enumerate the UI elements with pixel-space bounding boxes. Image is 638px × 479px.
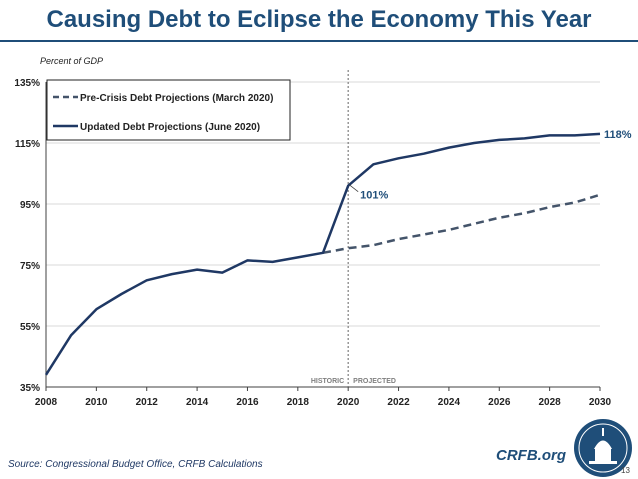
y-tick-label: 75%	[20, 261, 40, 272]
x-tick-label: 2008	[35, 397, 58, 408]
legend-box	[46, 79, 291, 141]
capitol-seal-icon	[574, 419, 632, 477]
x-tick-label: 2012	[136, 397, 159, 408]
x-tick-label: 2030	[589, 397, 612, 408]
brand-link[interactable]: CRFB.org	[496, 447, 566, 464]
slide-title: Causing Debt to Eclipse the Economy This…	[46, 6, 592, 33]
source-note: Source: Congressional Budget Office, CRF…	[8, 459, 263, 470]
x-tick-label: 2022	[387, 397, 410, 408]
title-divider	[0, 40, 638, 42]
axes: 35% 55% 75% 95% 115% 135% 2008 2010 2012 2014 2016…	[14, 78, 611, 408]
y-axis-label: Percent of GDP	[40, 56, 103, 66]
annotation-label: 101%	[360, 190, 388, 202]
chart-legend: Pre-Crisis Debt Projections (March 2020)…	[46, 79, 291, 141]
x-tick-label: 2016	[236, 397, 259, 408]
historic-label: HISTORIC	[311, 378, 344, 385]
x-tick-label: 2010	[85, 397, 108, 408]
value-annotations: 101% 118%	[348, 129, 632, 202]
x-tick-label: 2026	[488, 397, 511, 408]
y-tick-label: 35%	[20, 383, 40, 394]
historic-projected-divider: HISTORIC PROJECTED	[311, 70, 396, 387]
x-tick-label: 2020	[337, 397, 360, 408]
grid-lines	[46, 81, 600, 327]
x-tick-label: 2024	[438, 397, 461, 408]
x-tick-label: 2028	[539, 397, 562, 408]
y-tick-label: 115%	[15, 139, 40, 150]
series-lines	[44, 132, 601, 376]
y-tick-label: 95%	[20, 200, 40, 211]
page-number: 13	[621, 466, 630, 475]
legend-label-updated: Updated Debt Projections (June 2020)	[80, 122, 260, 133]
x-tick-label: 2014	[186, 397, 209, 408]
projected-label: PROJECTED	[353, 378, 396, 385]
y-tick-label: 55%	[20, 322, 40, 333]
y-tick-label: 135%	[14, 78, 40, 89]
annotation-leader	[348, 184, 359, 193]
series-line-updated	[44, 132, 601, 376]
legend-label-precrisis: Pre-Crisis Debt Projections (March 2020)	[80, 93, 273, 104]
series-line-precrisis	[322, 193, 601, 255]
x-tick-label: 2018	[287, 397, 310, 408]
annotation-label: 118%	[604, 129, 632, 141]
